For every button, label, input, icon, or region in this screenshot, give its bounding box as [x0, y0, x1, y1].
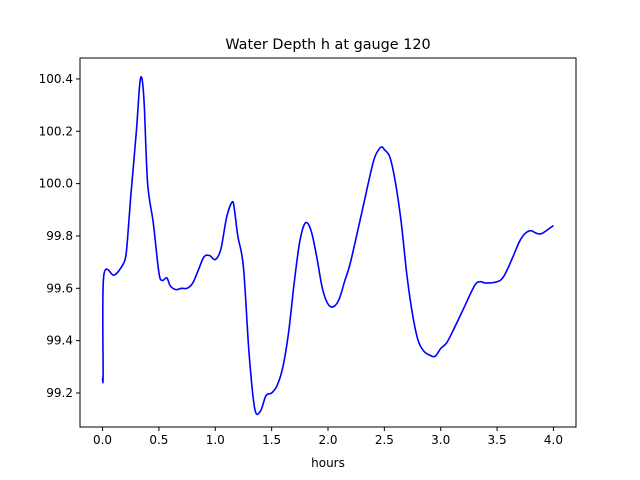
y-tick-label: 99.8	[46, 229, 73, 243]
y-tick-label: 99.2	[46, 386, 73, 400]
x-tick-label: 1.0	[206, 433, 225, 447]
x-tick-label: 0.0	[93, 433, 112, 447]
y-tick-label: 100.4	[39, 72, 73, 86]
x-tick-label: 4.0	[544, 433, 563, 447]
x-axis-ticks: 0.0 0.5 1.0 1.5 2.0 2.5 3.0 3.5 4.0	[93, 427, 563, 447]
y-tick-label: 99.6	[46, 281, 73, 295]
chart-title: Water Depth h at gauge 120	[225, 37, 430, 53]
x-tick-label: 0.5	[149, 433, 168, 447]
x-tick-label: 3.5	[488, 433, 507, 447]
plot-background	[80, 58, 576, 427]
x-tick-label: 1.5	[262, 433, 281, 447]
y-axis-ticks: 99.2 99.4 99.6 99.8 100.0 100.2 100.4	[39, 72, 80, 400]
y-tick-label: 99.4	[46, 334, 73, 348]
x-tick-label: 3.0	[431, 433, 450, 447]
x-axis-label: hours	[311, 456, 345, 470]
series-line	[101, 75, 554, 416]
y-tick-label: 100.2	[39, 124, 73, 138]
series-layer	[101, 75, 554, 416]
x-tick-label: 2.5	[375, 433, 394, 447]
y-tick-label: 100.0	[39, 177, 73, 191]
x-tick-label: 2.0	[318, 433, 337, 447]
